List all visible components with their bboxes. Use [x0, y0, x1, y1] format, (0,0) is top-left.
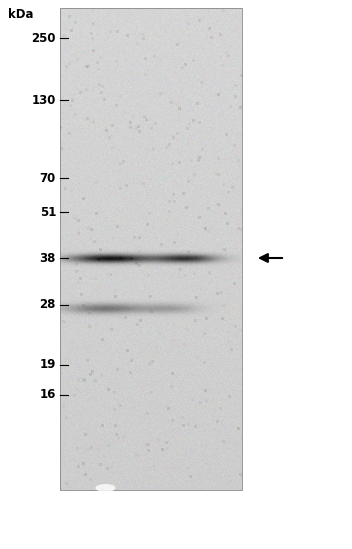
Text: 70: 70 — [40, 171, 56, 184]
Text: 250: 250 — [31, 31, 56, 44]
Text: 130: 130 — [32, 93, 56, 107]
Text: kDa: kDa — [8, 8, 33, 20]
Text: 19: 19 — [40, 358, 56, 372]
Ellipse shape — [95, 484, 115, 492]
Text: 28: 28 — [40, 299, 56, 311]
Text: 38: 38 — [40, 251, 56, 265]
Text: 16: 16 — [40, 389, 56, 401]
Bar — [60, 8, 242, 490]
Text: 51: 51 — [40, 205, 56, 219]
